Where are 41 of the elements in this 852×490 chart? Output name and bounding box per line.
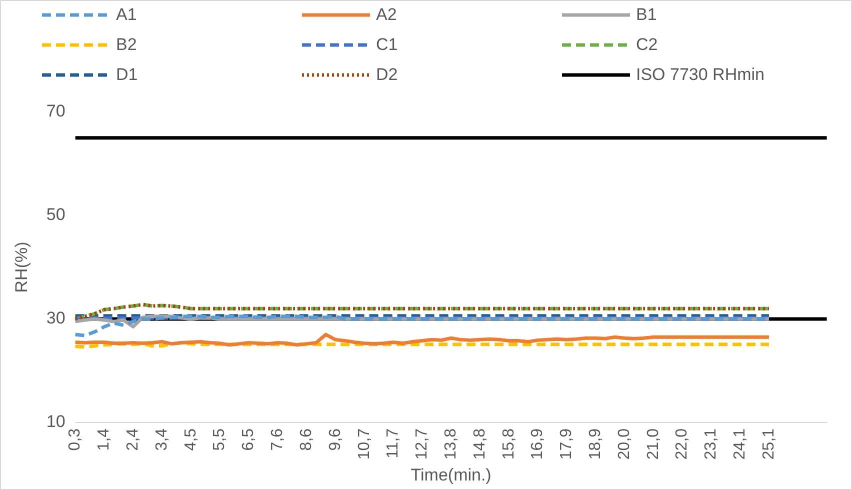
x-tick-label: 2,4 [124,428,142,451]
x-tick-label: 21,0 [644,428,662,460]
x-tick-label: 14,8 [471,428,488,460]
x-tick-label: 6,5 [240,428,258,451]
legend-label: C1 [376,35,398,55]
x-tick-label: 11,7 [384,428,402,458]
x-tick-label: 16,9 [529,428,546,460]
legend-label: C2 [636,35,658,55]
x-axis-title: Time(min.) [410,465,492,484]
x-tick-label: 3,4 [153,428,170,451]
x-tick-label: 22,0 [674,428,691,460]
legend-label: D2 [376,65,398,85]
x-tick-label: 12,7 [414,428,431,460]
x-tick-label: 18,9 [586,428,604,460]
y-tick-label: 50 [46,205,66,224]
x-tick-label: 23,1 [702,428,720,460]
legend-label: ISO 7730 RHmin [636,65,764,85]
x-tick-label: 0,3 [66,428,84,451]
x-tick-label: 20,0 [616,428,633,460]
y-axis-title: RH(%) [12,242,31,293]
x-tick-label: 13,8 [442,428,460,460]
y-tick-label: 30 [46,308,66,328]
x-tick-label: 15,8 [500,428,518,460]
x-tick-label: 7,6 [269,428,286,451]
x-tick-label: 9,6 [326,428,344,451]
legend-label: A1 [116,5,137,25]
x-tick-label: 10,7 [356,428,373,460]
x-tick-label: 1,4 [96,428,113,451]
legend-label: B2 [116,35,137,55]
x-tick-label: 5,5 [211,428,228,451]
line-series [74,302,771,321]
x-tick-label: 17,9 [558,428,576,460]
x-tick-label: 25,1 [760,428,778,460]
legend-label: B1 [636,5,657,25]
y-tick-label: 70 [46,102,66,121]
legend-label: A2 [376,5,397,25]
x-tick-label: 24,1 [731,428,748,460]
x-tick-label: 8,6 [298,428,315,451]
x-tick-label: 4,5 [182,428,200,451]
legend-label: D1 [116,65,138,85]
y-tick-label: 10 [46,412,66,432]
